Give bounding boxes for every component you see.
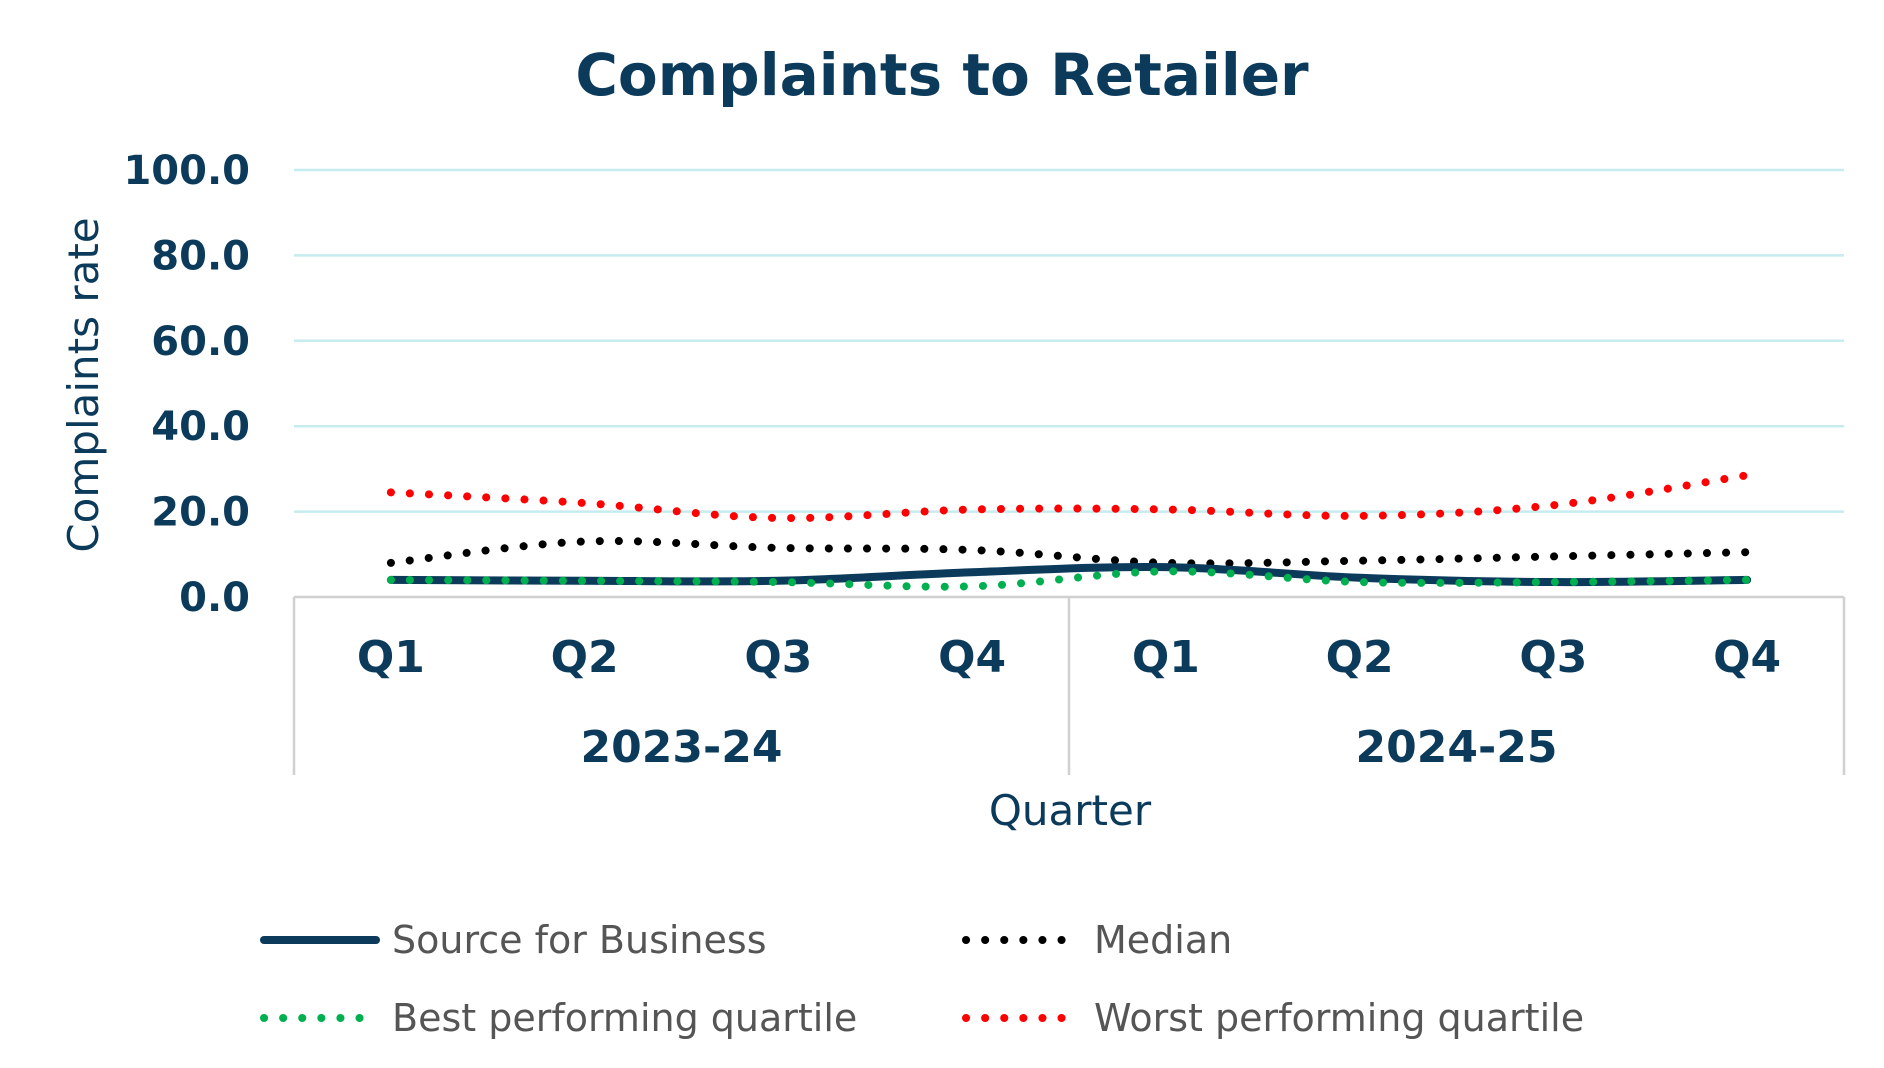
series-line-worst-performing-quartile [386,471,1752,523]
legend-label: Worst performing quartile [1094,996,1584,1040]
y-tick-label: 60.0 [151,319,250,365]
x-tick-label: Q3 [1519,632,1587,683]
y-tick-label: 20.0 [151,490,250,536]
y-tick-label: 100.0 [123,148,250,194]
gridlines [294,168,1844,513]
series-line-median [386,536,1752,568]
legend-label: Source for Business [392,918,767,962]
y-axis-ticks: 0.0 20.0 40.0 60.0 80.0 100.0 [123,148,250,621]
y-tick-label: 80.0 [151,233,250,279]
x-group-label: 2023-24 [581,722,783,773]
x-group-label: 2024-25 [1356,722,1558,773]
chart-title: Complaints to Retailer [575,41,1309,109]
x-tick-label: Q2 [551,632,619,683]
x-tick-label: Q4 [938,632,1006,683]
x-tick-label: Q1 [357,632,425,683]
y-tick-label: 0.0 [179,575,250,621]
x-axis-label: Quarter [989,786,1152,835]
x-tick-label: Q1 [1132,632,1200,683]
y-axis-label: Complaints rate [59,217,108,552]
series-line-source-for-business [386,562,1752,587]
x-tick-label: Q4 [1713,632,1781,683]
legend-label: Median [1094,918,1232,962]
legend: Source for Business Median Best performing… [260,918,1584,1040]
x-axis: Q1 Q2 Q3 Q4 Q1 Q2 Q3 Q4 2023-24 2024-25 [292,595,1846,775]
y-tick-label: 40.0 [151,404,250,450]
legend-label: Best performing quartile [392,996,857,1040]
x-tick-label: Q2 [1326,632,1394,683]
series-lines [386,471,1752,591]
x-tick-label: Q3 [744,632,812,683]
